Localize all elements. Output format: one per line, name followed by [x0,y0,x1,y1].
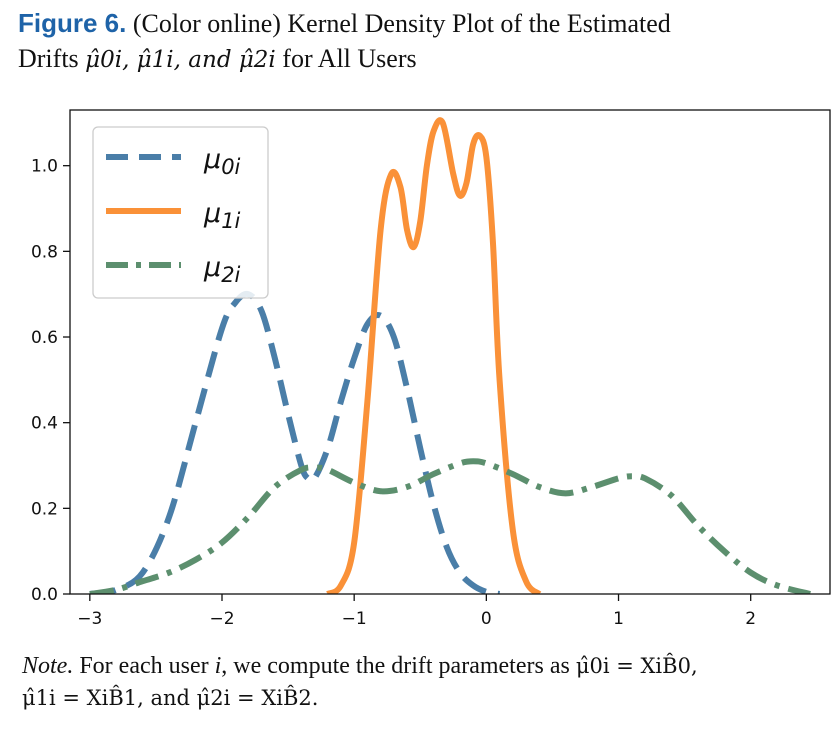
note-formula-b: μ̂1i = XiB̂1, and μ̂2i = XiB̂2. [22,686,319,710]
x-tick-label: −2 [209,609,234,629]
caption-line-1: Figure 6. (Color online) Kernel Density … [18,6,833,41]
note-label: Note. [22,653,74,679]
series-line-1 [326,117,542,594]
caption-drifts-prefix: Drifts [18,44,79,73]
note-text-a: For each user [79,653,209,679]
figure-caption: Figure 6. (Color online) Kernel Density … [18,6,833,78]
figure-label: Figure 6. [18,8,127,38]
plot-content [89,117,811,594]
y-tick-label: 0.4 [31,414,58,434]
caption-drifts-suffix: for All Users [282,44,417,73]
legend-label-1: μ1i [203,198,241,233]
y-tick-label: 1.0 [31,157,58,177]
figure-note: Note. For each user i, we compute the dr… [22,650,837,714]
note-line-2: μ̂1i = XiB̂1, and μ̂2i = XiB̂2. [22,682,837,714]
caption-drift-symbols: μ̂0i, μ̂1i, and μ̂2i [85,47,276,73]
series-line-0 [89,290,501,594]
legend: μ0i μ1i μ2i [92,126,269,299]
kernel-density-chart: −3 −2 −1 0 1 2 0.0 0.2 0.4 0.6 0.8 1.0 μ0i μ1i μ2i [31,109,831,629]
y-tick-label: 0.6 [31,328,58,348]
x-tick-label: 2 [745,609,756,629]
note-text-b: , we compute the drift parameters as [221,653,570,679]
plot-frame [69,109,831,595]
axes: −3 −2 −1 0 1 2 0.0 0.2 0.4 0.6 0.8 1.0 [31,157,756,629]
caption-title-text: (Color online) Kernel Density Plot of th… [132,9,671,38]
note-user-symbol: i [214,653,222,679]
x-tick-label: 0 [481,609,492,629]
legend-label-0: μ0i [203,144,241,179]
x-tick-label: −1 [342,609,367,629]
note-line-1: Note. For each user i, we compute the dr… [22,650,837,682]
caption-line-2: Drifts μ̂0i, μ̂1i, and μ̂2i for All User… [18,41,833,78]
y-tick-label: 0.8 [31,242,58,262]
x-tick-label: 1 [613,609,624,629]
legend-label-2: μ2i [203,252,241,287]
series-line-2 [89,458,811,594]
y-tick-label: 0.2 [31,499,58,519]
note-formula-a: μ̂0i = XiB̂0, [575,654,698,678]
y-tick-label: 0.0 [31,585,58,605]
x-tick-label: −3 [77,609,102,629]
